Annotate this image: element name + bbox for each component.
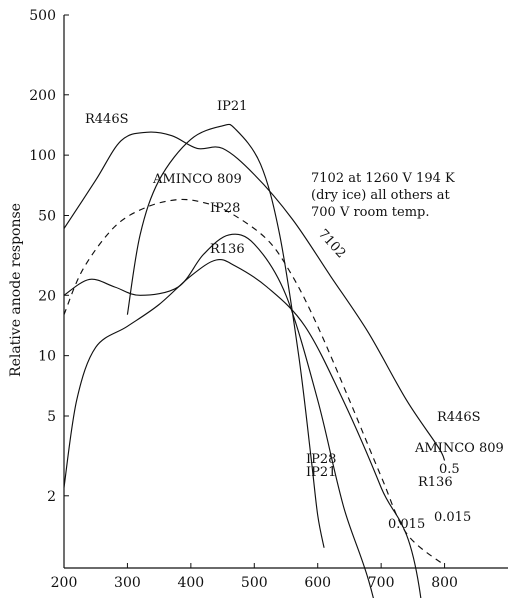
y-tick-label: 20 [38,288,56,304]
label-aminco-top: AMINCO 809 [152,172,242,187]
series-line-ip21 [126,123,325,548]
annotation-line: 700 V room temp. [311,205,430,220]
y-axis-ticks: 500 200 100 50 20 10 5 2 [29,8,69,505]
label-aminco-value: 0.5 [439,462,460,477]
x-tick-label: 700 [368,575,395,591]
label-ip28-value: 0.015 [388,517,425,532]
x-tick-label: 500 [241,575,268,591]
label-ip28-top: IP28 [210,201,240,216]
y-axis-title: Relative anode response [8,203,24,377]
label-r136-end: R136 [418,475,453,490]
label-r136-top: R136 [210,242,245,257]
series-curves [63,123,446,598]
y-tick-label: 5 [47,409,56,425]
series-line-aminco-809 [63,198,445,566]
label-7102: 7102 [315,227,348,262]
series-line-ip28 [63,233,374,598]
label-r446s-top: R446S [85,112,129,127]
annotation-line: 7102 at 1260 V 194 K [311,171,455,186]
y-tick-label: 10 [38,349,56,365]
y-tick-label: 200 [29,88,56,104]
x-tick-label: 200 [51,575,78,591]
annotation-line: (dry ice) all others at [311,188,451,203]
x-axis-ticks: 200 300 400 500 600 700 800 [51,563,458,591]
label-r136-value: 0.015 [434,510,471,525]
y-tick-label: 50 [38,209,56,225]
label-r446s-end: R446S [437,410,481,425]
label-ip28-end: IP28 [306,452,336,467]
y-tick-label: 2 [47,489,56,505]
series-line-r136 [63,259,422,598]
label-aminco-end: AMINCO 809 [414,441,504,456]
y-tick-label: 100 [29,148,56,164]
x-tick-label: 300 [114,575,141,591]
series-line-r446s [63,131,446,461]
x-tick-label: 600 [304,575,331,591]
x-tick-label: 800 [431,575,458,591]
y-tick-label: 500 [29,8,56,24]
label-ip21-top: IP21 [217,99,247,114]
axes [63,15,508,569]
label-ip21-end: IP21 [306,465,336,480]
x-tick-label: 400 [177,575,204,591]
curve-labels: R446S IP21 AMINCO 809 IP28 R136 7102 R446S AMIN… [85,99,504,532]
annotation-note: 7102 at 1260 V 194 K (dry ice) all others… [311,171,455,220]
